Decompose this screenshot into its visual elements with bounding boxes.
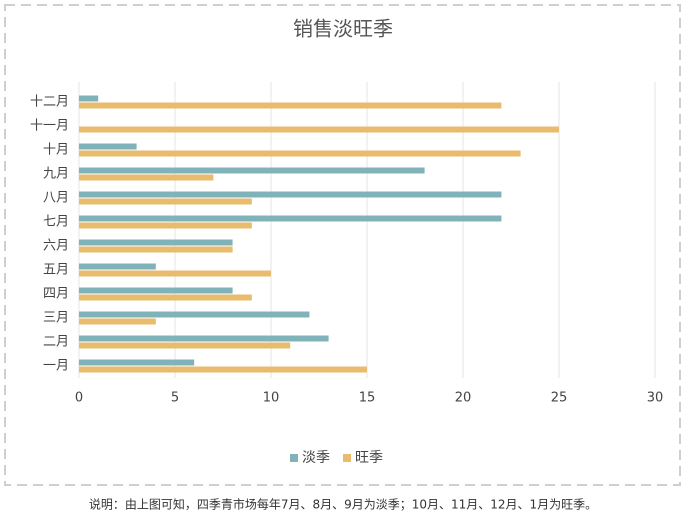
y-tick-label: 五月 <box>43 263 69 278</box>
y-tick-label: 七月 <box>43 215 69 230</box>
bar <box>79 191 502 198</box>
bar <box>79 366 367 373</box>
y-tick-label: 十一月 <box>30 119 69 134</box>
x-tick-label: 10 <box>263 391 280 406</box>
bar <box>79 174 214 181</box>
frame <box>4 4 681 486</box>
x-tick-label: 20 <box>455 391 472 406</box>
x-tick-label: 0 <box>75 391 83 406</box>
bar <box>79 167 425 174</box>
x-tick-label: 15 <box>359 391 376 406</box>
legend-label: 淡季 <box>302 450 330 466</box>
y-tick-label: 六月 <box>43 239 69 254</box>
bar <box>79 287 233 294</box>
y-tick-label: 十月 <box>43 143 69 158</box>
y-tick-label: 十二月 <box>30 95 69 110</box>
bar <box>79 294 252 301</box>
bar <box>79 150 521 157</box>
bar <box>79 222 252 229</box>
bar <box>79 198 252 205</box>
legend-label: 旺季 <box>355 450 383 466</box>
bar <box>79 311 310 318</box>
x-tick-label: 30 <box>647 391 664 406</box>
legend-swatch <box>290 454 298 462</box>
caption: 说明：由上图可知，四季青市场每年7月、8月、9月为淡季；10月、11月、12月、… <box>89 497 597 512</box>
y-tick-label: 三月 <box>43 311 69 326</box>
bar <box>79 335 329 342</box>
bar <box>79 215 502 222</box>
y-tick-label: 二月 <box>43 335 69 350</box>
y-tick-label: 一月 <box>43 359 69 374</box>
y-tick-label: 九月 <box>43 167 69 182</box>
bar <box>79 95 99 102</box>
chart-title: 销售淡旺季 <box>293 17 393 41</box>
bar <box>79 263 156 270</box>
bar <box>79 342 291 349</box>
bar <box>79 102 502 109</box>
bar <box>79 126 559 133</box>
y-tick-label: 八月 <box>43 191 69 206</box>
bar <box>79 318 156 325</box>
bar <box>79 359 195 366</box>
bar <box>79 143 137 150</box>
x-tick-label: 25 <box>551 391 568 406</box>
bar <box>79 270 271 277</box>
x-tick-label: 5 <box>171 391 179 406</box>
y-tick-label: 四月 <box>43 287 69 302</box>
bar <box>79 239 233 246</box>
bar <box>79 246 233 253</box>
legend-swatch <box>343 454 351 462</box>
